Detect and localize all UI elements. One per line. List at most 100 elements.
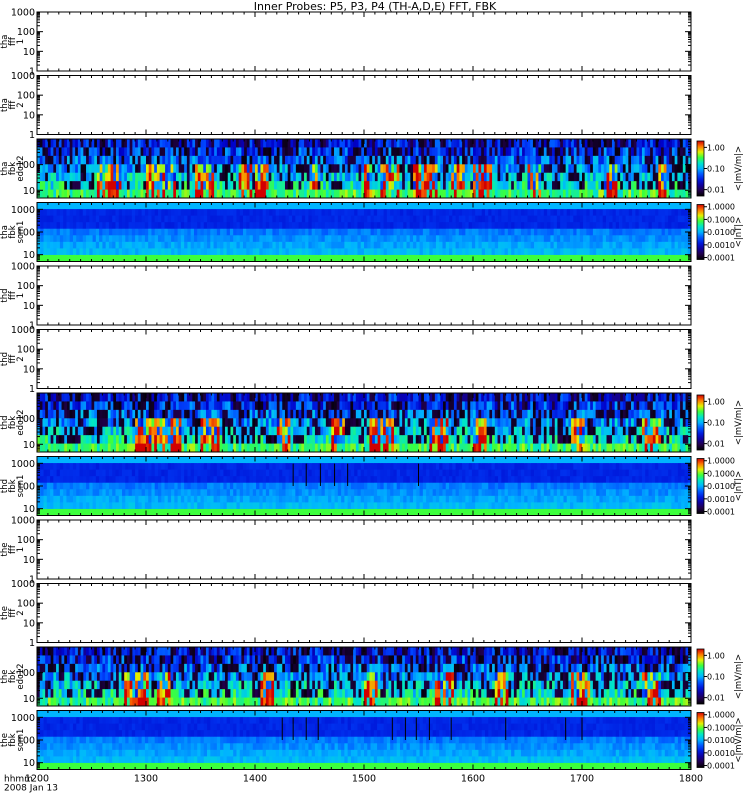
colorbar-label: <|nT|> [734, 471, 744, 502]
y-tick-label: 10 [23, 110, 35, 121]
panel-label: fbk [8, 162, 18, 175]
y-tick-label: 100 [17, 668, 35, 679]
panel-label: scm1 [16, 221, 26, 244]
colorbar-tick-label: 0.0010 [707, 749, 735, 758]
panel-label: 1 [16, 39, 26, 44]
panel-label: the [0, 606, 10, 620]
panel-label: the [0, 733, 10, 747]
panel-label: tha [0, 35, 10, 49]
colorbar-tick-label: 0.10 [707, 673, 725, 682]
colorbar [696, 204, 705, 260]
colorbar-tick-label: 0.0100 [707, 482, 735, 491]
spectrogram-efield [37, 647, 691, 706]
y-tick-label: 10 [23, 618, 35, 629]
y-tick-label: 100 [17, 228, 35, 239]
y-tick-label: 10 [23, 694, 35, 705]
panel-label: fbk [8, 733, 18, 746]
panel-label: fbk [8, 225, 18, 238]
panel-label: fbk [8, 479, 18, 492]
y-tick-label: 1000 [11, 8, 35, 19]
x-tick-label: 1300 [134, 774, 158, 785]
y-tick-label: 1 [29, 321, 35, 332]
spectrogram-efield [37, 393, 691, 452]
y-tick-label: 10 [23, 364, 35, 375]
y-tick-label: 1000 [11, 205, 35, 216]
x-tick-label: 1800 [679, 774, 703, 785]
y-tick-label: 1 [29, 638, 35, 649]
colorbar-tick-label: 0.01 [707, 186, 725, 195]
panel-label: 1 [16, 293, 26, 298]
colorbar-label: <|nT|> [734, 217, 744, 248]
colorbar [696, 712, 705, 768]
panel-label: 2 [16, 610, 26, 615]
panel-label: 2 [16, 356, 26, 361]
panel-frame [36, 265, 692, 326]
colorbar-tick-label: 1.0000 [707, 711, 735, 720]
colorbar-tick-label: 1.00 [707, 651, 725, 660]
panel-label: fff [8, 608, 18, 618]
y-tick-label: 100 [17, 281, 35, 292]
colorbar-tick-label: 0.0010 [707, 495, 735, 504]
panel-label: fbk [8, 416, 18, 429]
y-tick-label: 1000 [11, 325, 35, 336]
colorbar-tick-label: 0.10 [707, 165, 725, 174]
spectrogram-efield [37, 139, 691, 198]
panel-label: fff [8, 36, 18, 46]
colorbar-tick-label: 1.00 [707, 397, 725, 406]
colorbar-label: <|mV/m|> [734, 146, 744, 191]
colorbar-tick-label: 1.0000 [707, 203, 735, 212]
y-tick-label: 1 [29, 575, 35, 586]
panel-label: thd [0, 479, 10, 493]
x-tick-label: 1700 [570, 774, 594, 785]
y-tick-label: 10 [23, 758, 35, 769]
y-tick-label: 100 [17, 535, 35, 546]
spectrogram-bfield [37, 710, 691, 770]
panel-label: fbk [8, 670, 18, 683]
panel-frame [36, 583, 692, 643]
y-tick-label: 100 [17, 736, 35, 747]
y-tick-label: 10 [23, 504, 35, 515]
panel-label: edc12 [16, 409, 26, 435]
y-tick-label: 1000 [11, 516, 35, 527]
y-tick-label: 100 [17, 27, 35, 38]
colorbar-tick-label: 0.0001 [707, 508, 735, 517]
y-tick-label: 1000 [11, 713, 35, 724]
panel-label: thd [0, 415, 10, 429]
colorbar-tick-label: 1.0000 [707, 457, 735, 466]
y-tick-label: 10 [23, 250, 35, 261]
y-tick-label: 10 [23, 555, 35, 566]
colorbar-label: <|mV/m|> [734, 400, 744, 445]
colorbar-tick-label: 0.0100 [707, 228, 735, 237]
panel-label: thd [0, 288, 10, 302]
y-tick-label: 1000 [11, 459, 35, 470]
date-label: 2008 Jan 13 [4, 784, 58, 794]
panel-label: 2 [16, 102, 26, 107]
y-tick-label: 100 [17, 414, 35, 425]
figure-title: Inner Probes: P5, P3, P4 (TH-A,D,E) FFT,… [253, 0, 497, 13]
panel-frame [36, 329, 692, 389]
panel-frame [36, 11, 692, 72]
colorbar-label: <|mV/m|> [734, 717, 744, 762]
panel-label: tha [0, 225, 10, 239]
colorbar-tick-label: 0.10 [707, 419, 725, 428]
panel-label: tha [0, 98, 10, 112]
y-tick-label: 1 [29, 67, 35, 78]
colorbar [696, 140, 705, 197]
x-tick-label: 1600 [461, 774, 485, 785]
colorbar-tick-label: 0.01 [707, 440, 725, 449]
colorbar [696, 458, 705, 514]
colorbar-tick-label: 0.0001 [707, 762, 735, 771]
y-tick-label: 10 [23, 47, 35, 58]
y-tick-label: 100 [17, 482, 35, 493]
panel-frame [36, 75, 692, 135]
